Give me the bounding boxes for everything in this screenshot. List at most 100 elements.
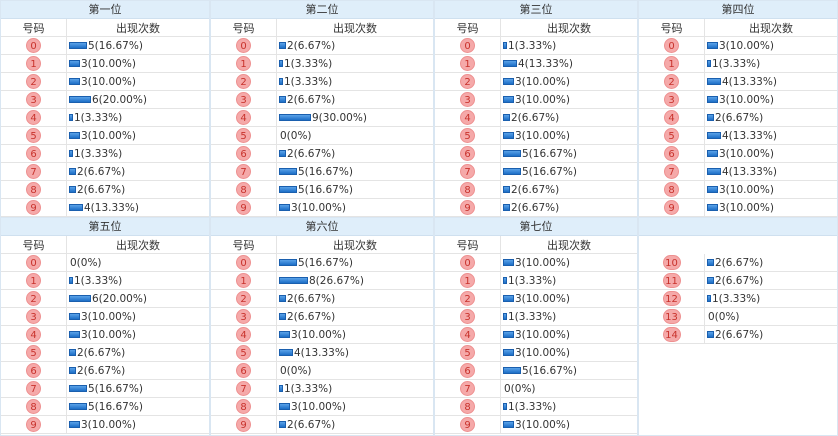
frequency-text: 4(13.33%): [722, 165, 777, 178]
frequency-text: 4(13.33%): [84, 201, 139, 214]
number-cell: 1: [1, 272, 67, 289]
number-cell: 5: [435, 127, 501, 144]
count-cell: 2(6.67%): [705, 272, 837, 289]
number-cell: 5: [435, 344, 501, 361]
number-cell: 7: [1, 380, 67, 397]
frequency-bar: [707, 42, 718, 49]
frequency-bar: [503, 331, 514, 338]
number-ball: 9: [460, 417, 475, 432]
number-ball: 5: [460, 128, 475, 143]
count-cell: 1(3.33%): [705, 290, 837, 307]
number-cell: 1: [211, 272, 277, 289]
frequency-text: 8(26.67%): [309, 274, 364, 287]
number-cell: 2: [435, 73, 501, 90]
number-ball: 5: [26, 128, 41, 143]
count-cell: 1(3.33%): [67, 145, 209, 162]
frequency-text: 4(13.33%): [294, 346, 349, 359]
number-ball: 1: [460, 273, 475, 288]
number-ball: 7: [26, 164, 41, 179]
number-ball: 3: [26, 92, 41, 107]
frequency-text: 3(10.00%): [719, 183, 774, 196]
frequency-bar: [69, 313, 80, 320]
count-column-header: 出现次数: [547, 238, 591, 252]
number-column-header: 号码: [639, 19, 705, 36]
frequency-text: 5(16.67%): [522, 147, 577, 160]
table-row: 14 2(6.67%): [639, 326, 837, 344]
frequency-text: 1(3.33%): [284, 75, 333, 88]
count-column-header: 出现次数: [116, 238, 160, 252]
frequency-bar: [279, 295, 286, 302]
number-cell: 9: [435, 199, 501, 216]
table-row: 1 4(13.33%): [435, 55, 637, 73]
table-row: 8 1(3.33%): [435, 398, 637, 416]
number-ball: 9: [664, 200, 679, 215]
number-ball: 11: [662, 273, 681, 288]
number-ball: 8: [26, 399, 41, 414]
frequency-text: 5(16.67%): [298, 256, 353, 269]
count-cell: 2(6.67%): [705, 109, 837, 126]
count-cell: 6(20.00%): [67, 290, 209, 307]
count-cell: 3(10.00%): [501, 73, 637, 90]
frequency-text: 2(6.67%): [511, 183, 560, 196]
number-ball: 3: [460, 309, 475, 324]
count-cell: 3(10.00%): [67, 127, 209, 144]
count-cell: 2(6.67%): [277, 91, 433, 108]
count-cell: 2(6.67%): [67, 344, 209, 361]
frequency-text: 2(6.67%): [287, 147, 336, 160]
table-row: 7 0(0%): [435, 380, 637, 398]
frequency-text: 3(10.00%): [81, 310, 136, 323]
table-row: 5 4(13.33%): [639, 127, 837, 145]
number-ball: 4: [26, 110, 41, 125]
count-cell: 3(10.00%): [705, 199, 837, 216]
panel-title: 第四位: [639, 1, 837, 19]
table-row: 11 2(6.67%): [639, 272, 837, 290]
number-cell: 5: [211, 127, 277, 144]
count-cell: 3(10.00%): [67, 416, 209, 433]
frequency-text: 5(16.67%): [298, 165, 353, 178]
number-cell: 3: [211, 91, 277, 108]
number-cell: 3: [639, 91, 705, 108]
frequency-text: 3(10.00%): [291, 328, 346, 341]
frequency-bar: [279, 186, 297, 193]
table-row: 7 4(13.33%): [639, 163, 837, 181]
table-row: 5 3(10.00%): [1, 127, 209, 145]
frequency-text: 1(3.33%): [508, 400, 557, 413]
frequency-bar: [279, 313, 286, 320]
frequency-bar: [69, 403, 87, 410]
number-ball: 2: [236, 291, 251, 306]
frequency-text: 2(6.67%): [511, 111, 560, 124]
frequency-bar: [69, 421, 80, 428]
frequency-bar: [69, 367, 76, 374]
count-cell: 3(10.00%): [501, 91, 637, 108]
number-ball: 7: [460, 164, 475, 179]
frequency-bar: [279, 150, 286, 157]
count-cell: 3(10.00%): [501, 127, 637, 144]
frequency-bar: [503, 403, 507, 410]
number-cell: 1: [1, 55, 67, 72]
frequency-bar: [69, 60, 80, 67]
table-row: 3 6(20.00%): [1, 91, 209, 109]
table-row: 0 3(10.00%): [435, 254, 637, 272]
frequency-bar: [69, 277, 73, 284]
frequency-text: 3(10.00%): [81, 57, 136, 70]
frequency-bar: [69, 42, 87, 49]
frequency-bar: [707, 204, 718, 211]
number-cell: 1: [211, 55, 277, 72]
count-cell: 5(16.67%): [277, 254, 433, 271]
table-row: 2 3(10.00%): [435, 73, 637, 91]
number-cell: 8: [435, 181, 501, 198]
frequency-bar: [69, 331, 80, 338]
table-row: 1 1(3.33%): [639, 55, 837, 73]
number-cell: 9: [211, 416, 277, 433]
table-row: 2 6(20.00%): [1, 290, 209, 308]
number-ball: 0: [26, 255, 41, 270]
panel-title: 第一位: [1, 1, 209, 19]
number-cell: 0: [435, 37, 501, 54]
table-row: 7 5(16.67%): [1, 380, 209, 398]
frequency-bar: [503, 367, 521, 374]
count-cell: 3(10.00%): [705, 181, 837, 198]
number-cell: 3: [435, 308, 501, 325]
table-row: 9 3(10.00%): [1, 416, 209, 434]
number-cell: 6: [435, 145, 501, 162]
frequency-text: 3(10.00%): [291, 201, 346, 214]
